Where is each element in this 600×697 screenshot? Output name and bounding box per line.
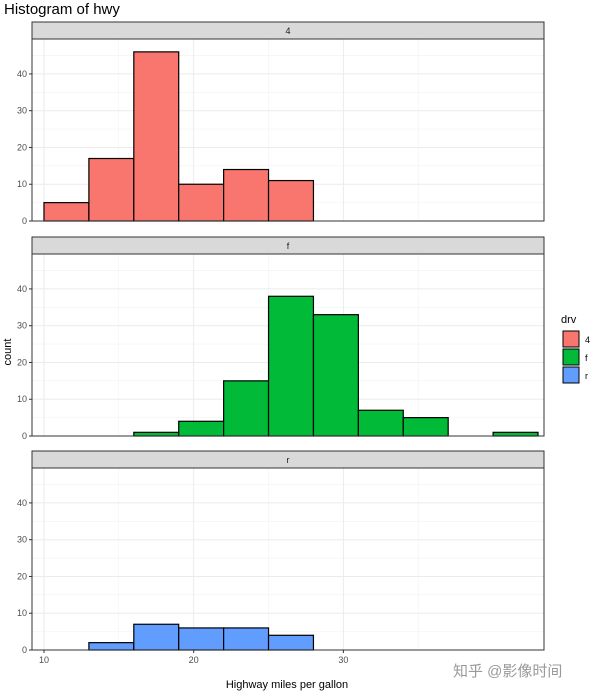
legend: drv 4 fr bbox=[561, 314, 590, 384]
histogram-bar bbox=[267, 179, 315, 222]
x-axis-title: Highway miles per gallon bbox=[226, 679, 348, 691]
histogram-bar bbox=[357, 409, 404, 437]
y-tick-label: 40 bbox=[17, 69, 27, 79]
x-tick-label: 20 bbox=[189, 655, 199, 665]
y-tick-label: 30 bbox=[17, 321, 27, 331]
histogram-bar bbox=[267, 634, 315, 651]
y-tick-label: 20 bbox=[17, 142, 27, 152]
facet-panel-r: r 0 10 20 30 40 10 20 30 bbox=[17, 450, 545, 665]
histogram-bar bbox=[133, 623, 180, 651]
histogram-bar bbox=[88, 157, 135, 222]
y-tick-label: 20 bbox=[17, 357, 27, 367]
y-tick-label: 30 bbox=[17, 106, 27, 116]
y-tick-label: 20 bbox=[17, 571, 27, 581]
legend-title: drv bbox=[561, 314, 577, 326]
y-tick-label: 40 bbox=[17, 498, 27, 508]
y-tick-label: 10 bbox=[17, 179, 27, 189]
facet-strip-label: 4 bbox=[285, 26, 290, 36]
chart-title: Histogram of hwy bbox=[4, 1, 120, 18]
y-tick-label: 0 bbox=[22, 431, 27, 441]
watermark: 知乎 @影像时间 bbox=[453, 663, 562, 680]
legend-label-4: 4 bbox=[585, 335, 590, 345]
histogram-bar bbox=[133, 431, 180, 437]
histogram-bar bbox=[267, 295, 315, 437]
legend-key-r bbox=[562, 366, 580, 384]
facet-strip-label: f bbox=[287, 241, 290, 251]
x-tick-label: 10 bbox=[39, 655, 49, 665]
x-tick-label: 30 bbox=[338, 655, 348, 665]
legend-label-f: f bbox=[585, 353, 588, 363]
histogram-bar bbox=[178, 183, 225, 222]
y-tick-label: 0 bbox=[22, 216, 27, 226]
panel-border bbox=[31, 467, 545, 651]
facet-strip-label: r bbox=[287, 455, 290, 465]
histogram-bar bbox=[88, 642, 135, 651]
y-tick-label: 10 bbox=[17, 608, 27, 618]
histogram-bar bbox=[312, 314, 359, 437]
panel-border bbox=[31, 253, 545, 437]
panel-border bbox=[31, 38, 545, 222]
histogram-bar bbox=[223, 380, 270, 437]
histogram-bar bbox=[178, 420, 225, 437]
y-tick-label: 10 bbox=[17, 394, 27, 404]
histogram-bar bbox=[492, 431, 539, 437]
histogram-bar bbox=[223, 168, 270, 222]
histogram-bar bbox=[223, 627, 270, 651]
y-tick-label: 0 bbox=[22, 645, 27, 655]
histogram-bar bbox=[402, 417, 449, 437]
legend-key-4 bbox=[562, 330, 580, 348]
y-tick-label: 30 bbox=[17, 535, 27, 545]
histogram-bar bbox=[43, 202, 90, 222]
histogram-bar bbox=[133, 51, 180, 222]
histogram-bar bbox=[178, 627, 225, 651]
legend-key-f bbox=[562, 348, 580, 366]
legend-label-r: r bbox=[585, 371, 588, 381]
y-tick-label: 40 bbox=[17, 284, 27, 294]
facet-panel-f: f 0 10 20 30 40 bbox=[17, 236, 545, 441]
y-axis-title: count bbox=[2, 339, 14, 366]
